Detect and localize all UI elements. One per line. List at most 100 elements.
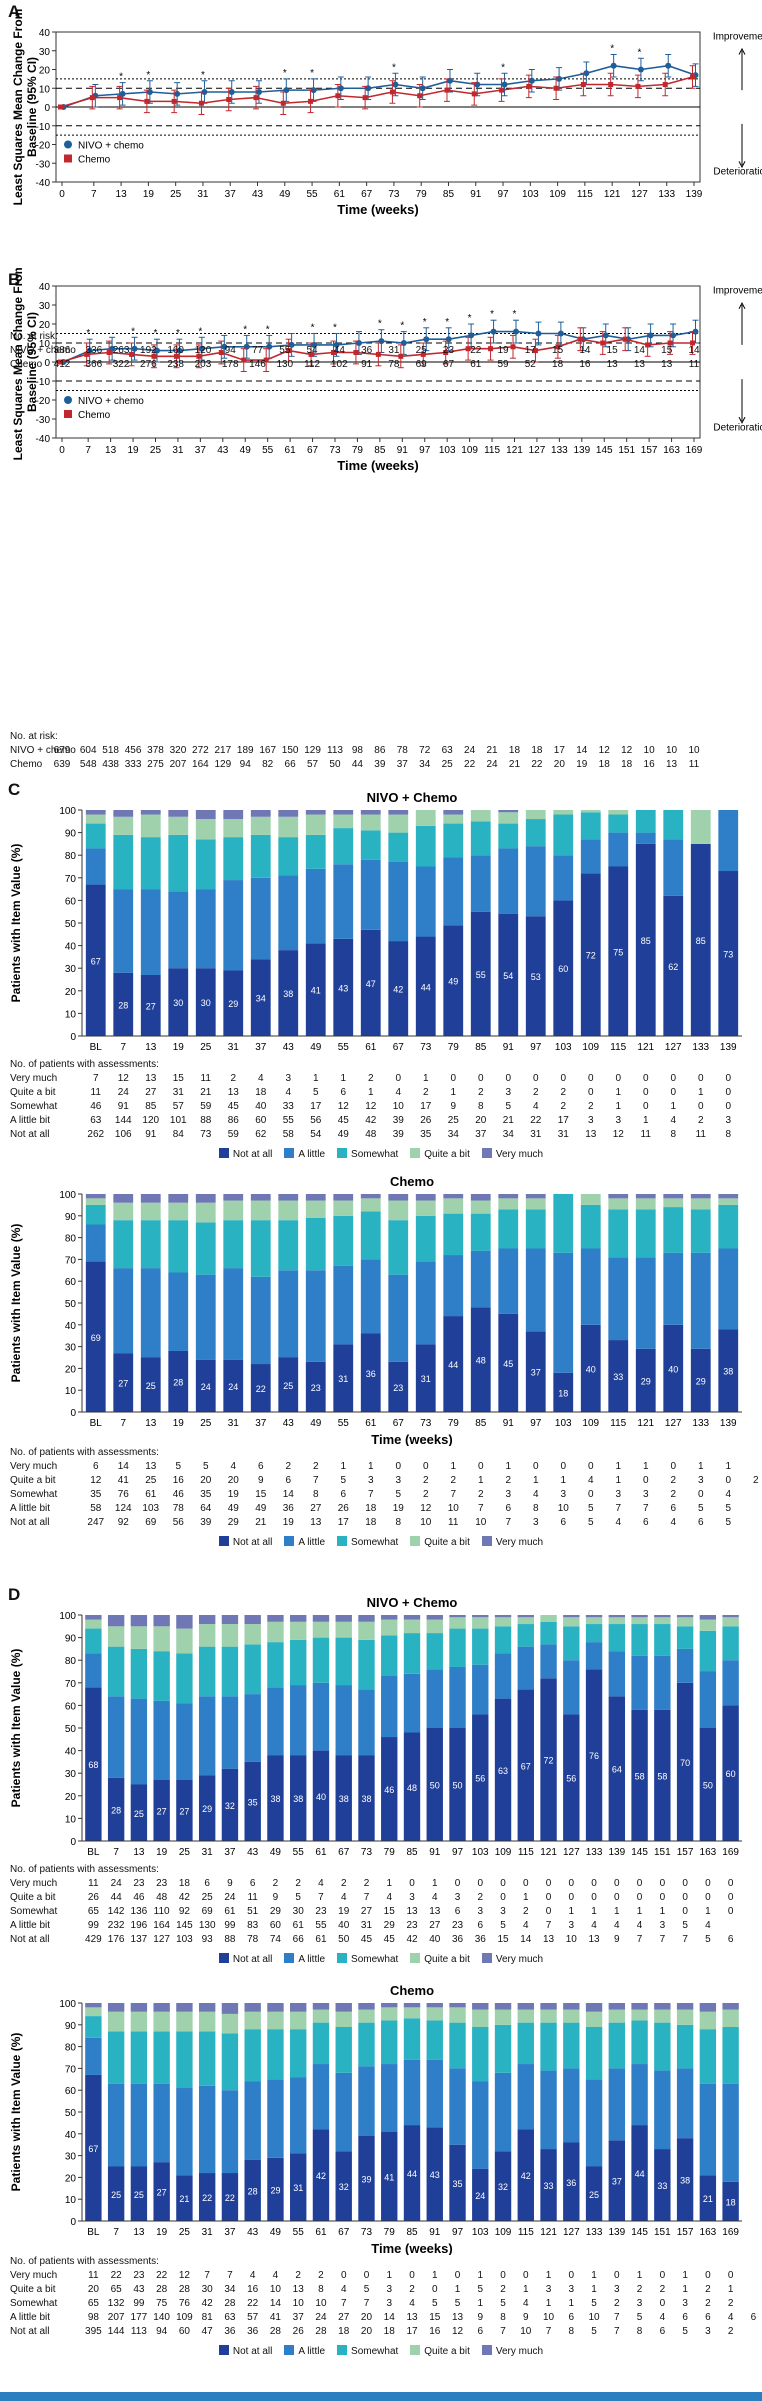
- table-cell: 132: [107, 2298, 125, 2309]
- bar-segment-somewhat: [718, 1204, 739, 1249]
- x-tick-label: 25: [150, 445, 162, 456]
- bar-segment-a-little: [654, 2070, 671, 2150]
- assessments-table-d-chemo: No. of patients with assessments: Very mu…: [10, 2255, 756, 2339]
- table-cell: 1: [705, 1906, 711, 1917]
- table-cell: 20: [553, 759, 565, 770]
- table-cell: 3: [505, 1489, 512, 1500]
- table-cell: 37: [475, 1129, 487, 1140]
- table-cell: 4: [272, 2270, 279, 2281]
- table-cell: 6: [257, 1461, 264, 1472]
- bar-segment-not-at-all: [140, 974, 161, 1036]
- bar-value-label: 25: [134, 1809, 144, 1819]
- legend-item: Somewhat: [337, 1148, 398, 1160]
- table-cell: 176: [107, 1934, 125, 1945]
- table-cell: 2: [697, 1115, 704, 1126]
- bar-segment-somewhat: [290, 2029, 307, 2078]
- bar-segment-somewhat: [107, 2031, 125, 2084]
- table-cell: 18: [383, 2326, 395, 2337]
- bar-segment-somewhat: [305, 834, 326, 869]
- table-cell: 10: [475, 1517, 487, 1528]
- table-cell: 1: [431, 1878, 438, 1889]
- table-cell: 0: [670, 1087, 677, 1098]
- x-tick-label: 85: [406, 2227, 418, 2238]
- significance-star: *: [490, 309, 494, 320]
- bar-value-label: 22: [202, 2193, 212, 2203]
- bar-value-label: 21: [703, 2194, 713, 2204]
- bar-segment-not-at-all: [608, 2140, 626, 2221]
- bar-segment-not-at-all: [223, 970, 244, 1036]
- bar-segment-not-at-all: [388, 941, 409, 1036]
- bar-segment-not-at-all: [494, 2151, 512, 2221]
- bar-segment-somewhat: [525, 1209, 546, 1249]
- table-cell: 2: [312, 1461, 319, 1472]
- bar-segment-not-at-all: [635, 1348, 656, 1412]
- table-cell: 6: [750, 2312, 757, 2323]
- x-axis-label: Time (weeks): [371, 2241, 452, 2255]
- bar-segment-a-little: [553, 855, 574, 901]
- table-cell: 5: [725, 1503, 732, 1514]
- bar-segment-somewhat: [563, 1626, 580, 1661]
- bar-segment-somewhat: [494, 1626, 512, 1654]
- bar-segment-quite-a-bit: [388, 814, 409, 833]
- table-cell: 145: [176, 1920, 193, 1931]
- table-cell: 0: [477, 1073, 484, 1084]
- table-cell: 4: [340, 2284, 347, 2295]
- table-cell: 11: [688, 759, 700, 770]
- table-cell: 4: [587, 1475, 594, 1486]
- table-cell: 1: [670, 1101, 677, 1112]
- data-point-chemo: [471, 91, 477, 97]
- table-cell: 0: [477, 1461, 484, 1472]
- bar-segment-not-at-all: [608, 1340, 629, 1412]
- table-cell: 10: [292, 2298, 304, 2309]
- bar-segment-not-at-all: [443, 925, 464, 1036]
- table-cell: 12: [612, 1129, 624, 1140]
- table-cell: 39: [200, 1517, 212, 1528]
- bar-segment-a-little: [718, 1248, 739, 1330]
- table-cell: 43: [133, 2284, 145, 2295]
- table-cell: 18: [508, 745, 521, 756]
- table-cell: 2: [272, 1878, 279, 1889]
- table-row-label: Very much: [10, 2270, 58, 2281]
- bar-segment-not-at-all: [553, 1372, 574, 1412]
- x-tick-label: 139: [573, 445, 590, 456]
- x-tick-label: 73: [329, 445, 341, 456]
- table-cell: 94: [224, 345, 236, 356]
- bar-value-label: 30: [173, 998, 183, 1008]
- bar-segment-very-much: [699, 2003, 717, 2012]
- bar-segment-quite-a-bit: [517, 1617, 534, 1625]
- legend-item: Somewhat: [337, 2345, 398, 2357]
- data-point-nivo: [419, 85, 426, 92]
- bar-value-label: 32: [225, 1801, 235, 1811]
- table-cell: 1: [532, 1475, 539, 1486]
- legend-item: Quite a bit: [410, 1953, 470, 1965]
- table-cell: 46: [133, 1892, 145, 1903]
- bar-segment-not-at-all: [472, 1714, 489, 1841]
- bar-segment-somewhat: [580, 1204, 601, 1249]
- bar-segment-somewhat: [195, 1222, 216, 1275]
- x-tick-label: BL: [90, 1418, 103, 1429]
- bar-value-label: 35: [453, 2179, 463, 2189]
- data-point-nivo: [528, 77, 535, 84]
- table-cell: 320: [169, 745, 187, 756]
- table-cell: 20: [200, 1475, 212, 1486]
- bar-segment-not-at-all: [403, 1732, 421, 1841]
- x-tick-label: 79: [384, 1847, 396, 1858]
- table-cell: 4: [285, 1087, 292, 1098]
- assessments-table-d-nivo: No. of patients with assessments: Very mu…: [10, 1863, 750, 1947]
- bar-value-label: 85: [641, 936, 651, 946]
- table-cell: 0: [727, 1906, 734, 1917]
- bar-segment-somewhat: [585, 1624, 603, 1643]
- table-cell: 0: [636, 1878, 643, 1889]
- x-tick-label: 13: [105, 445, 117, 456]
- table-cell: 74: [269, 1934, 281, 1945]
- x-tick-label: 97: [530, 1418, 542, 1429]
- bar-segment-somewhat: [333, 1215, 354, 1266]
- chart-title: Chemo: [390, 1985, 434, 1998]
- bar-segment-quite-a-bit: [525, 1198, 546, 1210]
- table-cell: 27: [360, 1906, 373, 1917]
- table-cell: 0: [545, 1892, 552, 1903]
- bar-segment-quite-a-bit: [195, 1202, 216, 1223]
- table-cell: 29: [227, 1517, 239, 1528]
- table-cell: 48: [365, 1129, 377, 1140]
- bar-segment-somewhat: [198, 1646, 216, 1697]
